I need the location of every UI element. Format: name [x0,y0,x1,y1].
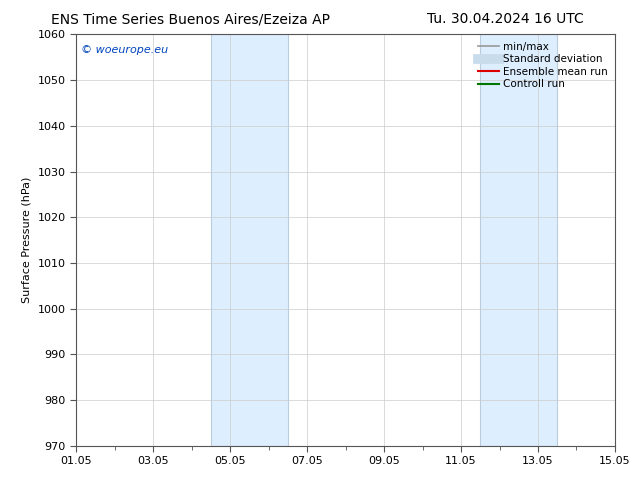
Bar [480,34,557,446]
Y-axis label: Surface Pressure (hPa): Surface Pressure (hPa) [22,177,32,303]
Text: Tu. 30.04.2024 16 UTC: Tu. 30.04.2024 16 UTC [427,12,583,26]
Legend: min/max, Standard deviation, Ensemble mean run, Controll run: min/max, Standard deviation, Ensemble me… [476,40,610,92]
Text: © woeurope.eu: © woeurope.eu [81,45,169,54]
Bar [210,34,288,446]
Text: ENS Time Series Buenos Aires/Ezeiza AP: ENS Time Series Buenos Aires/Ezeiza AP [51,12,330,26]
